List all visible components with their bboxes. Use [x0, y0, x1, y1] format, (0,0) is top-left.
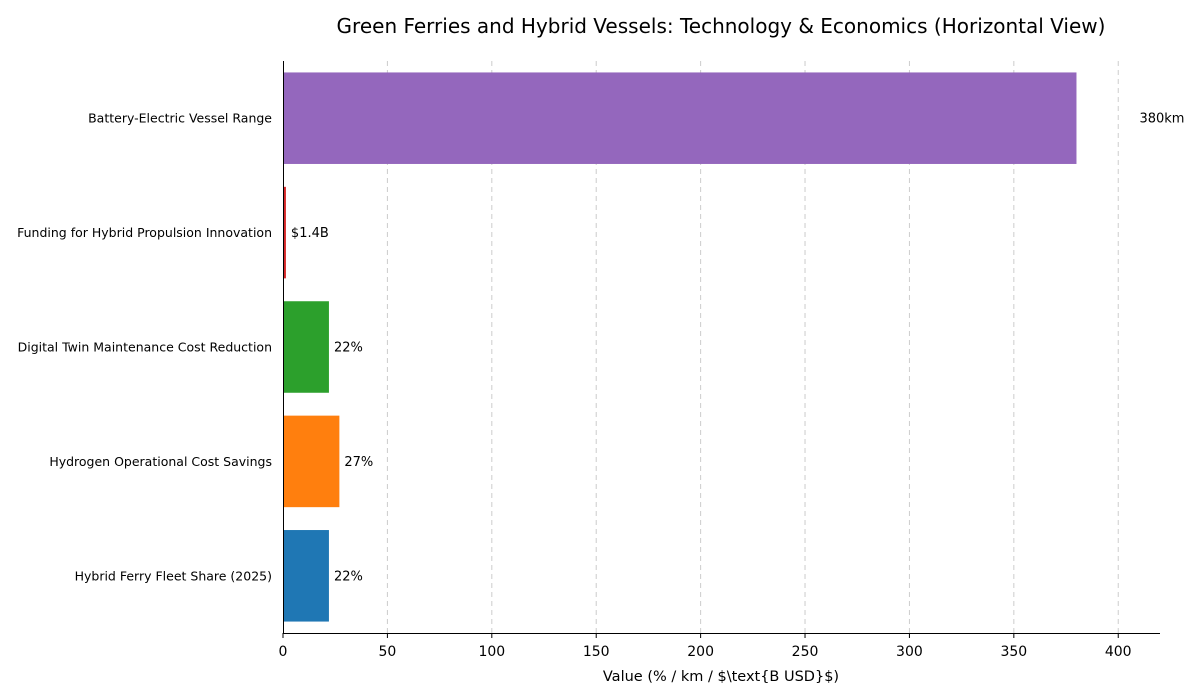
bar: [283, 415, 340, 508]
x-tick-label: 50: [378, 644, 396, 660]
chart-title: Green Ferries and Hybrid Vessels: Techno…: [337, 14, 1106, 38]
x-axis-ticks: 0 50 100 150 200 250 300 350 400: [279, 633, 1132, 660]
x-tick-label: 150: [583, 644, 610, 660]
category-label: Hybrid Ferry Fleet Share (2025): [75, 568, 272, 583]
x-tick-label: 250: [792, 644, 819, 660]
category-label: Hydrogen Operational Cost Savings: [49, 454, 272, 469]
x-axis-title: Value (% / km / $\text{B USD}$): [603, 669, 839, 685]
x-tick-label: 100: [478, 644, 505, 660]
x-tick-label: 350: [1000, 644, 1027, 660]
data-label: 27%: [344, 455, 373, 470]
data-label: 380km: [1139, 112, 1184, 127]
x-tick-label: 200: [687, 644, 714, 660]
x-tick-label: 0: [279, 644, 288, 660]
bar: [283, 301, 329, 393]
bar: [283, 186, 286, 279]
category-label: Funding for Hybrid Propulsion Innovation: [17, 225, 272, 240]
category-labels: Battery-Electric Vessel Range Funding for…: [17, 111, 272, 584]
bars: [283, 72, 1077, 622]
data-label: 22%: [334, 569, 363, 584]
bar: [283, 72, 1077, 164]
category-label: Digital Twin Maintenance Cost Reduction: [18, 340, 272, 355]
bar: [283, 530, 329, 622]
category-label: Battery-Electric Vessel Range: [88, 111, 272, 126]
x-tick-label: 400: [1105, 644, 1132, 660]
data-label: 22%: [334, 341, 363, 356]
data-labels: 380km $1.4B 22% 27% 22%: [291, 112, 1185, 585]
data-label: $1.4B: [291, 226, 329, 241]
x-tick-label: 300: [896, 644, 923, 660]
